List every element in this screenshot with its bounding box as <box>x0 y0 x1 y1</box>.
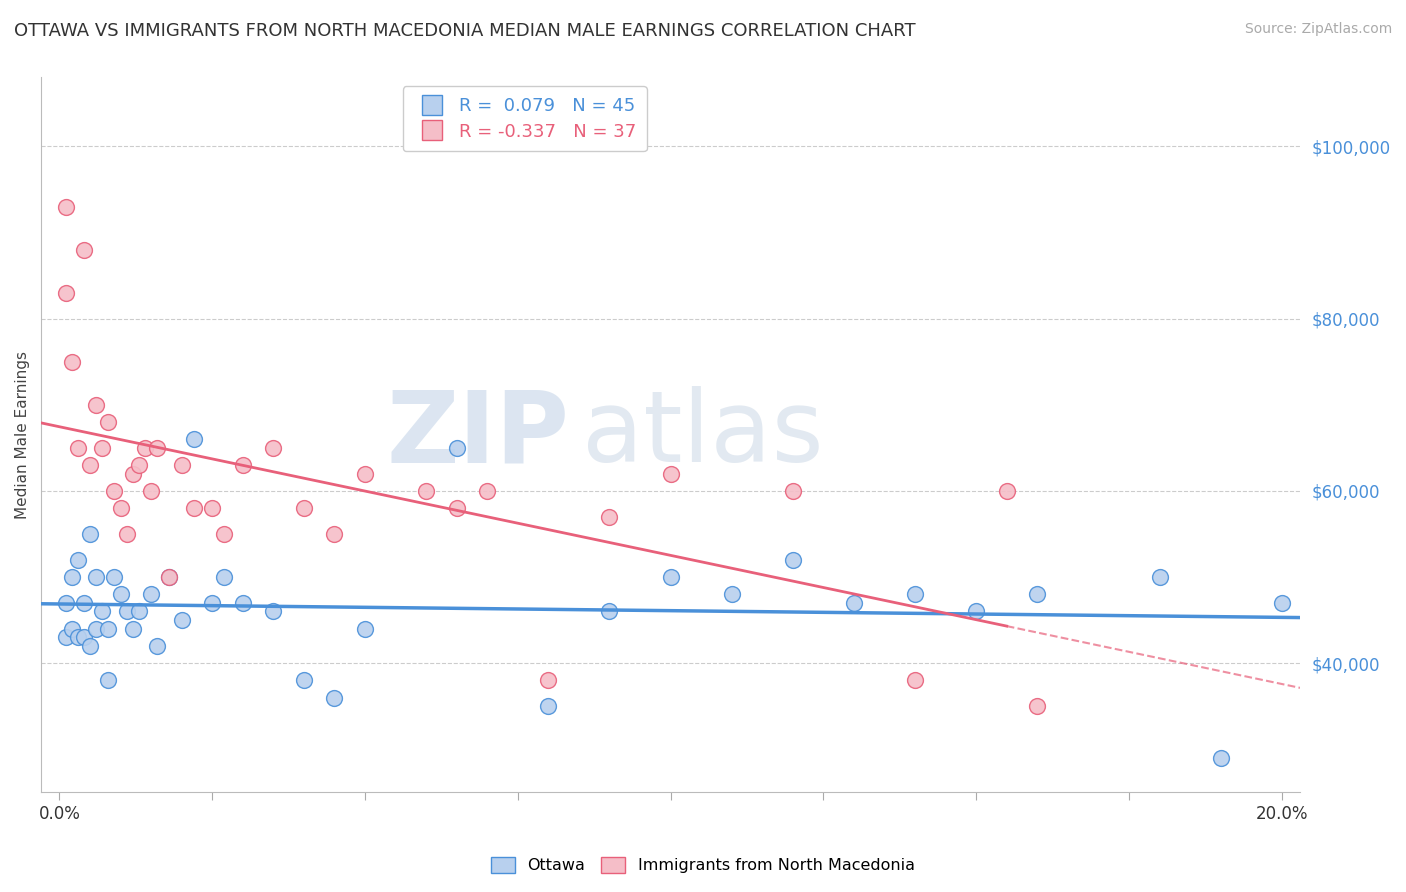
Point <box>79 639 101 653</box>
Point <box>79 458 101 472</box>
Point <box>146 639 169 653</box>
Text: atlas: atlas <box>582 386 824 483</box>
Point <box>201 501 224 516</box>
Point <box>91 604 114 618</box>
Text: OTTAWA VS IMMIGRANTS FROM NORTH MACEDONIA MEDIAN MALE EARNINGS CORRELATION CHART: OTTAWA VS IMMIGRANTS FROM NORTH MACEDONI… <box>14 22 915 40</box>
Point <box>115 604 138 618</box>
Point <box>97 415 120 429</box>
Point <box>842 596 865 610</box>
Point <box>97 622 120 636</box>
Point <box>598 509 620 524</box>
Point <box>323 690 346 705</box>
Point <box>66 553 89 567</box>
Point <box>354 467 377 481</box>
Point <box>659 467 682 481</box>
Point <box>128 604 150 618</box>
Point <box>1209 751 1232 765</box>
Point <box>110 501 132 516</box>
Point <box>537 673 560 688</box>
Point <box>214 527 236 541</box>
Point <box>292 501 315 516</box>
Point <box>904 673 927 688</box>
Point <box>292 673 315 688</box>
Point <box>201 596 224 610</box>
Point <box>995 483 1018 498</box>
Point <box>354 622 377 636</box>
Point <box>965 604 987 618</box>
Point <box>415 483 437 498</box>
Point <box>1271 596 1294 610</box>
Point <box>446 441 468 455</box>
Point <box>60 622 83 636</box>
Point <box>103 570 125 584</box>
Point <box>121 467 143 481</box>
Point <box>720 587 742 601</box>
Point <box>139 483 162 498</box>
Point <box>134 441 156 455</box>
Point <box>659 570 682 584</box>
Point <box>84 398 107 412</box>
Legend: R =  0.079   N = 45, R = -0.337   N = 37: R = 0.079 N = 45, R = -0.337 N = 37 <box>402 87 647 152</box>
Point <box>904 587 927 601</box>
Point <box>183 432 205 446</box>
Point <box>73 630 96 644</box>
Point <box>262 604 284 618</box>
Point <box>159 570 181 584</box>
Point <box>146 441 169 455</box>
Point <box>782 553 804 567</box>
Point <box>55 596 77 610</box>
Point <box>73 243 96 257</box>
Point <box>1026 587 1049 601</box>
Point <box>128 458 150 472</box>
Point <box>60 354 83 368</box>
Point <box>139 587 162 601</box>
Legend: Ottawa, Immigrants from North Macedonia: Ottawa, Immigrants from North Macedonia <box>485 850 921 880</box>
Point <box>232 596 254 610</box>
Point <box>84 622 107 636</box>
Point <box>214 570 236 584</box>
Point <box>55 200 77 214</box>
Point <box>159 570 181 584</box>
Point <box>262 441 284 455</box>
Point <box>79 527 101 541</box>
Point <box>66 441 89 455</box>
Point <box>782 483 804 498</box>
Point <box>1026 699 1049 714</box>
Point <box>55 630 77 644</box>
Point <box>73 596 96 610</box>
Point <box>183 501 205 516</box>
Point <box>598 604 620 618</box>
Point <box>232 458 254 472</box>
Point <box>60 570 83 584</box>
Point <box>91 441 114 455</box>
Point <box>170 613 193 627</box>
Y-axis label: Median Male Earnings: Median Male Earnings <box>15 351 30 519</box>
Point <box>97 673 120 688</box>
Text: ZIP: ZIP <box>387 386 569 483</box>
Point <box>115 527 138 541</box>
Point <box>103 483 125 498</box>
Point <box>84 570 107 584</box>
Point <box>170 458 193 472</box>
Point <box>66 630 89 644</box>
Text: Source: ZipAtlas.com: Source: ZipAtlas.com <box>1244 22 1392 37</box>
Point <box>477 483 499 498</box>
Point <box>121 622 143 636</box>
Point <box>1149 570 1171 584</box>
Point <box>537 699 560 714</box>
Point <box>110 587 132 601</box>
Point <box>55 285 77 300</box>
Point <box>446 501 468 516</box>
Point <box>323 527 346 541</box>
